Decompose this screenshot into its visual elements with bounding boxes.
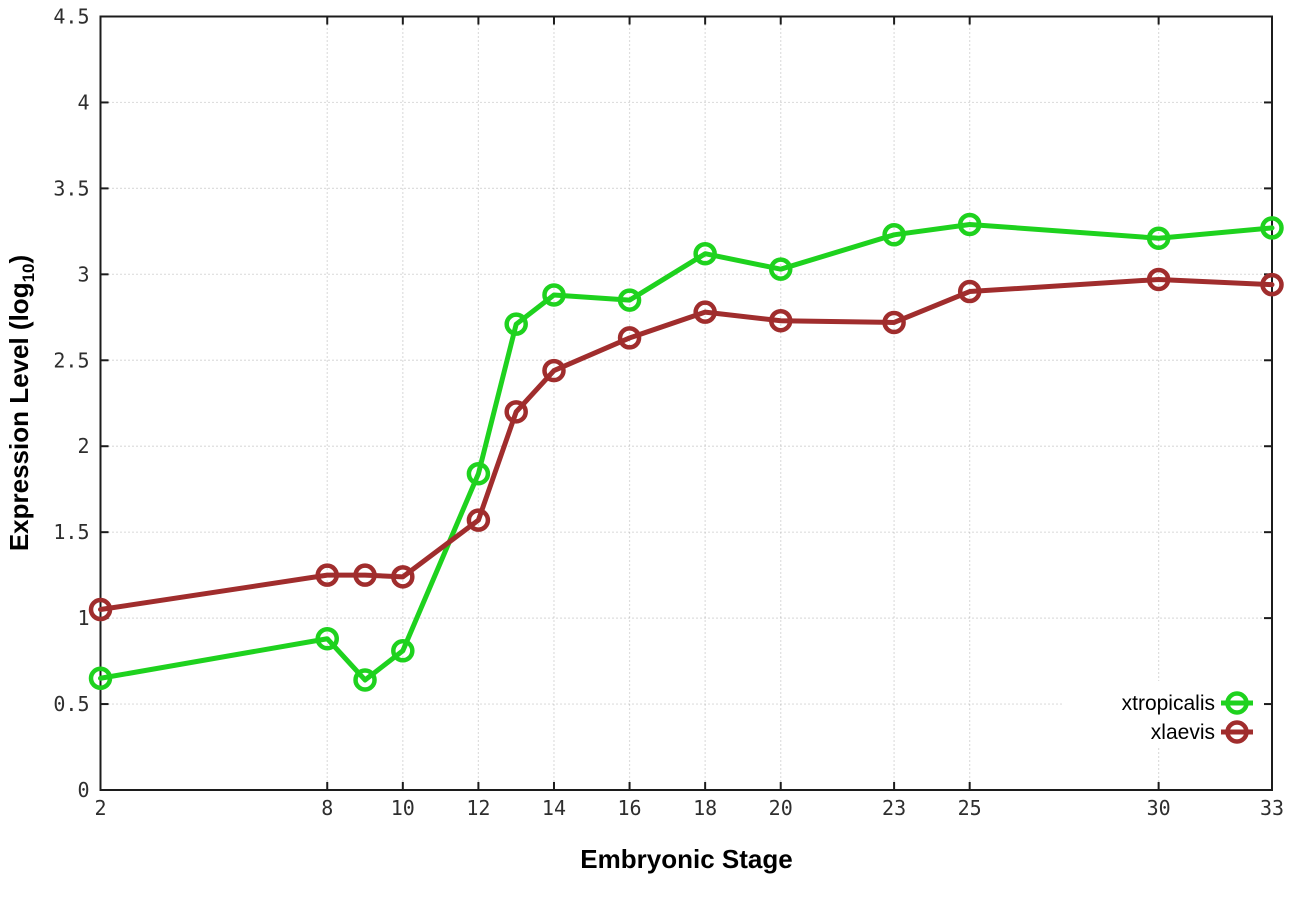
x-tick-label: 2 [94, 796, 106, 820]
data-point [693, 241, 717, 266]
data-point [768, 257, 793, 281]
x-tick-label: 33 [1260, 796, 1284, 820]
gridlines [100, 16, 1272, 790]
data-point [353, 563, 377, 587]
data-point [1146, 267, 1171, 292]
x-tick-label: 10 [391, 796, 415, 820]
x-tick-label: 20 [769, 796, 793, 820]
y-tick-label: 1.5 [53, 520, 89, 544]
data-point [315, 626, 339, 651]
x-tick-label: 18 [693, 796, 717, 820]
axes [99, 15, 1273, 791]
y-tick-label: 3.5 [53, 176, 89, 200]
data-point [617, 326, 642, 350]
data-point [957, 212, 982, 237]
x-tick-label: 25 [958, 796, 982, 820]
y-axis-title-subscript: 10 [19, 263, 39, 283]
y-tick-label: 1 [77, 606, 89, 630]
y-tick-label: 0.5 [53, 692, 89, 716]
legend-marker [1225, 720, 1249, 744]
data-point [882, 223, 906, 247]
data-point [1260, 272, 1284, 297]
data-point [391, 565, 415, 589]
series-xtropicalis [88, 212, 1284, 692]
data-point [353, 668, 377, 692]
data-point [957, 279, 982, 304]
data-point [466, 461, 491, 486]
y-tick-label: 2 [77, 434, 89, 458]
x-tick-label: 8 [321, 796, 333, 820]
data-point [466, 508, 491, 532]
data-point [504, 400, 528, 424]
data-point [882, 310, 906, 335]
y-tick-label: 3 [77, 262, 89, 286]
y-tick-labels: 0 0.5 1 1.5 2 2.5 3 3.5 4 4.5 [53, 5, 89, 803]
y-axis-title-close: ) [4, 254, 34, 264]
data-point [542, 283, 566, 307]
x-axis-title: Embryonic Stage [580, 844, 793, 874]
data-point [315, 563, 339, 587]
legend-label: xtropicalis [1122, 692, 1215, 715]
data-point [542, 358, 566, 383]
data-point [391, 639, 415, 663]
x-tick-label: 30 [1147, 796, 1171, 820]
data-point [88, 597, 113, 622]
data-point [1260, 216, 1284, 240]
x-tick-label: 14 [542, 796, 566, 820]
data-point [693, 300, 717, 324]
series-xlaevis [88, 267, 1284, 622]
data-point [617, 288, 642, 312]
y-tick-label: 4 [77, 90, 89, 114]
data-point [88, 666, 113, 691]
y-tick-label: 0 [77, 778, 89, 802]
x-tick-label: 23 [882, 796, 906, 820]
y-axis-title-text: Expression Level (log [4, 282, 34, 552]
y-tick-label: 4.5 [53, 5, 89, 29]
data-point [768, 308, 793, 333]
data-point [1146, 226, 1171, 250]
x-tick-labels: 2 8 10 12 14 16 18 20 23 25 30 33 [94, 796, 1284, 820]
x-tick-label: 12 [466, 796, 490, 820]
x-tick-label: 16 [618, 796, 642, 820]
y-tick-label: 2.5 [53, 348, 89, 372]
legend-marker [1225, 691, 1249, 715]
data-point [504, 312, 528, 336]
legend-label: xlaevis [1151, 721, 1215, 744]
legend: xtropicalis xlaevis [1063, 681, 1264, 748]
